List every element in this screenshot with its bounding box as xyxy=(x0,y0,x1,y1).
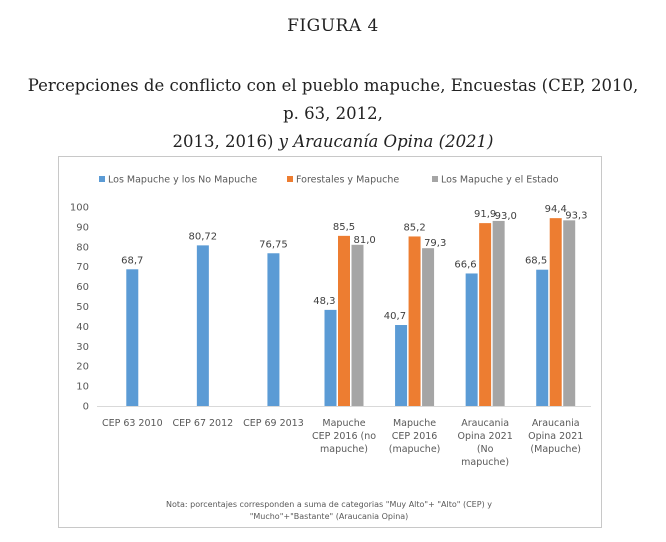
chart-note-line-1: Nota: porcentajes corresponden a suma de… xyxy=(166,500,492,509)
figure-label: FIGURA 4 xyxy=(287,16,379,36)
y-tick-label: 50 xyxy=(76,302,89,313)
x-tick-label: CEP 67 2012 xyxy=(173,418,234,429)
legend-label-2: Forestales y Mapuche xyxy=(296,175,399,186)
x-tick-label-line: CEP 2016 xyxy=(392,431,438,442)
x-tick-label-line: Opina 2021 xyxy=(458,431,513,442)
x-tick-label-line: (mapuche) xyxy=(389,444,441,455)
data-label: 66,6 xyxy=(454,259,476,270)
y-tick-label: 20 xyxy=(76,362,89,373)
bar-series-2 xyxy=(549,218,562,406)
x-tick-label: CEP 63 2010 xyxy=(102,418,163,429)
x-tick-label-line: (No xyxy=(477,444,494,455)
data-label: 93,3 xyxy=(565,210,587,221)
x-tick-label: Araucania Opina 2021 (Mapuche) xyxy=(528,418,583,455)
y-tick-label: 70 xyxy=(76,262,89,273)
x-tick-label-line: CEP 67 2012 xyxy=(173,418,234,429)
bar-series-2 xyxy=(338,235,350,406)
bar-series-1 xyxy=(395,325,408,406)
bar-series-1 xyxy=(196,245,209,406)
y-tick-label: 100 xyxy=(70,203,89,214)
y-tick-label: 90 xyxy=(76,222,89,233)
legend-label-1: Los Mapuche y los No Mapuche xyxy=(108,175,257,186)
data-label: 85,5 xyxy=(333,222,355,233)
legend-label-3: Los Mapuche y el Estado xyxy=(441,175,559,186)
x-tick-label: Araucania Opina 2021 (No mapuche) xyxy=(458,418,513,468)
data-label: 91,9 xyxy=(474,209,496,220)
x-tick-label: CEP 69 2013 xyxy=(243,418,304,429)
legend-swatch-3 xyxy=(432,176,438,182)
bar-series-1 xyxy=(126,269,139,406)
x-tick-label-line: Mapuche xyxy=(393,418,436,429)
x-tick-label-line: (Mapuche) xyxy=(530,444,581,455)
figure-title: Percepciones de conflicto con el pueblo … xyxy=(20,72,646,156)
bar-series-1 xyxy=(324,309,337,406)
bar-chart: Los Mapuche y los No Mapuche Forestales y… xyxy=(70,175,591,521)
x-tick-label-line: CEP 2016 (no xyxy=(312,431,376,442)
data-label: 93,0 xyxy=(495,211,517,222)
bar-series-1 xyxy=(536,269,549,406)
data-label: 79,3 xyxy=(424,238,446,249)
x-tick-label-line: mapuche) xyxy=(320,444,368,455)
bar-series-2 xyxy=(479,223,492,406)
legend-swatch-2 xyxy=(287,176,293,182)
bar-series-3 xyxy=(351,244,364,406)
bar-series-1 xyxy=(465,273,478,406)
y-tick-label: 40 xyxy=(76,322,89,333)
data-label: 48,3 xyxy=(313,296,335,307)
y-tick-label: 0 xyxy=(83,402,89,413)
bar-series-2 xyxy=(408,236,421,406)
bar-series-1 xyxy=(267,253,280,406)
title-line-1: Percepciones de conflicto con el pueblo … xyxy=(27,76,639,123)
bar-series-3 xyxy=(492,220,505,406)
bar-series-3 xyxy=(422,248,435,406)
x-tick-label-line: Mapuche xyxy=(322,418,365,429)
title-line-2: 2013, 2016) xyxy=(172,132,279,151)
bar-series-3 xyxy=(563,220,576,406)
x-tick-label-line: Araucania xyxy=(461,418,509,429)
data-label: 81,0 xyxy=(354,235,376,246)
data-label: 40,7 xyxy=(384,311,406,322)
chart-frame: Los Mapuche y los No Mapuche Forestales y… xyxy=(58,156,602,528)
x-tick-label-line: CEP 63 2010 xyxy=(102,418,163,429)
x-tick-label-line: Araucania xyxy=(532,418,580,429)
x-tick-label-line: CEP 69 2013 xyxy=(243,418,304,429)
data-label: 80,72 xyxy=(189,231,218,242)
x-tick-label-line: mapuche) xyxy=(461,457,509,468)
y-tick-label: 80 xyxy=(76,242,89,253)
x-tick-label: Mapuche CEP 2016 (mapuche) xyxy=(389,418,441,455)
y-tick-label: 30 xyxy=(76,342,89,353)
title-line-2-italic: y Araucanía Opina (2021) xyxy=(278,132,494,151)
data-label: 94,4 xyxy=(545,204,567,215)
data-label: 76,75 xyxy=(259,239,288,250)
y-tick-label: 60 xyxy=(76,282,89,293)
legend-swatch-1 xyxy=(99,176,105,182)
x-tick-label-line: Opina 2021 xyxy=(528,431,583,442)
chart-note-line-2: "Mucho"+"Bastante" (Araucania Opina) xyxy=(250,512,409,521)
data-label: 85,2 xyxy=(403,222,425,233)
data-label: 68,7 xyxy=(121,255,143,266)
x-tick-label: Mapuche CEP 2016 (no mapuche) xyxy=(312,418,376,455)
y-tick-label: 10 xyxy=(76,382,89,393)
data-label: 68,5 xyxy=(525,256,547,267)
